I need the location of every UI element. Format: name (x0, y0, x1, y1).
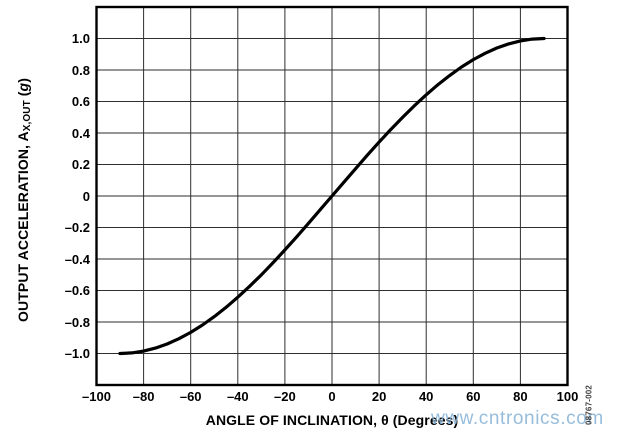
y-tick-label: –0.2 (64, 220, 90, 235)
y-tick-label: –0.6 (64, 283, 90, 298)
x-tick-label: 20 (371, 389, 387, 404)
x-axis-title: ANGLE OF INCLINATION, θ (Degrees) (205, 412, 459, 428)
y-tick-label: 0 (82, 188, 90, 204)
x-tick-label: 60 (466, 389, 481, 404)
x-tick-label: 40 (418, 389, 434, 404)
x-tick-label: –80 (132, 389, 155, 404)
y-axis-title-paren-close: ) (15, 78, 31, 83)
y-tick-label: 0.4 (71, 125, 90, 141)
sine-curve (118, 36, 546, 356)
x-tick-label: –20 (274, 389, 296, 404)
y-tick-label: 0.2 (71, 157, 90, 172)
x-tick-label: 80 (513, 389, 528, 404)
y-axis-title: OUTPUT ACCELERATION, AX,OUT (g) (15, 78, 33, 322)
y-tick-label: –1.0 (64, 346, 90, 361)
y-axis-title-paren: ( (15, 91, 31, 101)
y-axis-title-subscript: X,OUT (22, 100, 33, 132)
y-tick-label: 0.8 (71, 62, 90, 78)
x-tick-label: –100 (82, 389, 111, 404)
x-tick-label: 100 (556, 389, 579, 404)
y-axis-title-prefix: OUTPUT ACCELERATION, A (15, 131, 31, 322)
y-tick-label: –0.8 (64, 314, 90, 330)
figure-number: 08767-002 (584, 384, 594, 426)
x-tick-label: –60 (179, 389, 202, 404)
watermark: www.cntronics.com (431, 408, 604, 429)
x-tick-label: 0 (328, 389, 336, 404)
y-tick-label: 1.0 (71, 31, 90, 46)
y-axis-title-g: g (15, 82, 31, 92)
plot-frame (95, 5, 569, 387)
x-tick-label: –40 (226, 389, 249, 404)
y-tick-label: 0.6 (71, 94, 90, 109)
y-tick-label: –0.4 (64, 251, 90, 267)
